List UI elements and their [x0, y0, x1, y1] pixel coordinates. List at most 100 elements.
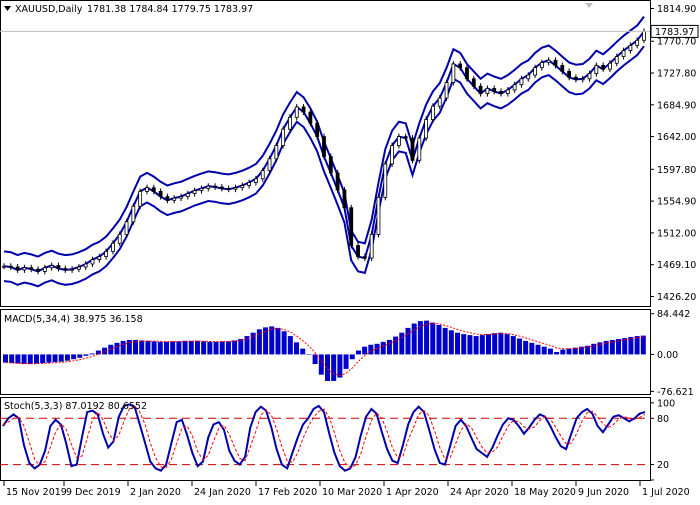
candle-body — [574, 76, 578, 80]
macd-bar — [486, 334, 491, 355]
macd-bar — [83, 354, 89, 356]
x-tick-label: 9 Dec 2019 — [66, 487, 121, 498]
candle-body — [165, 196, 170, 201]
macd-bar — [40, 354, 46, 364]
candle-body — [553, 59, 558, 66]
candle-body — [22, 267, 27, 271]
candle-body — [560, 65, 565, 72]
macd-bar — [436, 324, 442, 355]
macd-bar — [479, 335, 485, 355]
macd-bar — [523, 340, 529, 355]
macd-bar — [126, 339, 132, 355]
stoch-signal-line — [2, 405, 646, 469]
macd-bar — [566, 348, 572, 355]
candle-body — [233, 187, 238, 190]
candle-body — [499, 90, 503, 95]
macd-bar — [281, 331, 287, 355]
macd-bar — [250, 332, 256, 355]
candle-body — [90, 259, 95, 265]
candle-body — [131, 205, 136, 223]
macd-bar — [325, 354, 330, 381]
candle-body — [465, 67, 469, 80]
macd-bar — [33, 354, 39, 364]
macd-bar — [622, 338, 628, 355]
macd-bar — [461, 334, 467, 355]
candle-body — [369, 233, 374, 259]
macd-tick-label: -76.621 — [657, 387, 694, 398]
macd-bar — [628, 337, 634, 355]
macd-bar — [560, 349, 566, 355]
macd-title: MACD(5,34,4) 38.975 36.158 — [4, 314, 143, 325]
macd-bar — [492, 333, 498, 355]
stoch-title: Stoch(5,3,3) 87.0192 80.6552 — [4, 401, 147, 412]
candle-body — [172, 197, 177, 201]
triangle-down-icon[interactable] — [4, 6, 11, 11]
price-tick-label: 1727.80 — [657, 69, 696, 80]
candle-body — [36, 268, 40, 272]
candle-body — [383, 163, 388, 198]
macd-bar — [455, 332, 461, 355]
macd-bar — [430, 322, 436, 355]
price-tick-label: 1684.90 — [657, 100, 696, 111]
candle-body — [328, 156, 333, 174]
macd-bar — [151, 341, 157, 355]
candle-body — [97, 256, 102, 260]
x-tick-label: 18 May 2020 — [514, 487, 576, 498]
candle-body — [539, 62, 544, 69]
price-panel-frame — [0, 0, 651, 307]
macd-bar — [535, 344, 541, 355]
macd-bar — [71, 354, 77, 360]
macd-bar — [516, 338, 522, 355]
macd-bar — [21, 354, 27, 365]
macd-bar — [269, 326, 275, 355]
candle-body — [403, 136, 408, 139]
macd-tick-label: 0.00 — [657, 350, 678, 361]
macd-bar — [634, 336, 640, 355]
candle-body — [580, 78, 585, 81]
macd-bar — [473, 336, 479, 355]
macd-bar — [510, 336, 516, 355]
macd-bar — [27, 354, 33, 365]
macd-bar — [133, 339, 139, 355]
macd-bar — [201, 341, 207, 355]
scroll-marker-icon[interactable] — [585, 3, 593, 8]
macd-bar — [504, 334, 510, 355]
candle-body — [260, 170, 265, 180]
macd-bar — [3, 354, 8, 363]
candle-body — [15, 266, 20, 271]
macd-bar — [343, 354, 349, 369]
candle-body — [2, 265, 6, 268]
candle-body — [356, 245, 360, 258]
candle-body — [390, 145, 394, 165]
macd-bar — [300, 348, 306, 355]
candle-body — [533, 67, 537, 76]
macd-bar — [424, 320, 430, 355]
macd-bar — [46, 354, 52, 363]
macd-bar — [139, 340, 145, 355]
macd-bar — [337, 354, 343, 378]
x-tick-label: 17 Feb 2020 — [258, 487, 317, 498]
macd-bar — [306, 354, 312, 355]
macd-panel[interactable] — [3, 320, 646, 381]
stoch-tick-label: 20 — [657, 460, 669, 471]
macd-bar — [585, 345, 591, 355]
price-tick-label: 1597.80 — [657, 165, 696, 176]
candle-body — [614, 56, 619, 64]
candle-body — [410, 137, 415, 161]
candle-body — [192, 190, 197, 195]
candle-body — [117, 233, 122, 244]
candle-body — [635, 39, 640, 46]
macd-bar — [145, 340, 151, 355]
price-tick-label: 1512.00 — [657, 228, 696, 239]
macd-bar — [554, 352, 560, 355]
candle-body — [124, 221, 129, 235]
candle-body — [376, 196, 381, 235]
price-panel[interactable] — [0, 15, 650, 288]
candle-body — [621, 50, 626, 57]
macd-bar — [238, 338, 244, 355]
candle-body — [254, 178, 258, 183]
macd-bar — [591, 343, 597, 355]
candle-body — [342, 189, 347, 209]
stoch-panel[interactable] — [0, 403, 650, 472]
